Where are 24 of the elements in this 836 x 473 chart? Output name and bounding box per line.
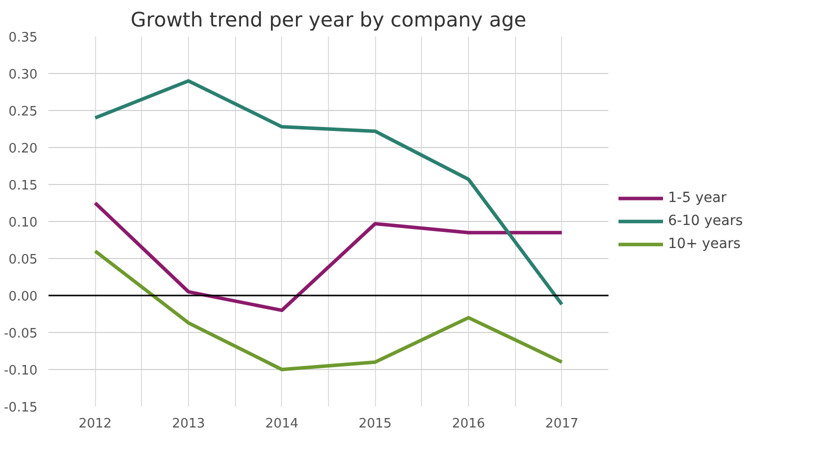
legend-label: 1-5 year — [668, 190, 727, 206]
y-tick-label: 0.15 — [8, 178, 38, 194]
y-tick-label: 0.35 — [8, 30, 38, 46]
line-series — [93, 201, 564, 312]
x-tick-label: 2013 — [172, 416, 206, 432]
y-tick-label: 0.30 — [8, 68, 38, 82]
x-tick-label: 2015 — [358, 416, 392, 432]
x-tick-label: 2014 — [265, 416, 298, 432]
legend-label: 6-10 years — [668, 213, 743, 229]
x-tick-label: 2017 — [545, 416, 578, 432]
y-tick-label: 0.10 — [8, 216, 38, 230]
y-tick-label: 0.00 — [8, 290, 38, 304]
y-tick-label: -0.10 — [4, 364, 38, 378]
y-tick-label: -0.05 — [4, 326, 38, 342]
chart-title: Growth trend per year by company age — [130, 8, 526, 32]
x-tick-label: 2012 — [78, 416, 112, 432]
y-tick-label: 0.20 — [8, 142, 38, 156]
line-series — [93, 249, 564, 372]
legend-label: 10+ years — [668, 236, 741, 252]
y-tick-label: -0.15 — [4, 400, 38, 416]
line-series — [93, 79, 564, 306]
y-tick-label: 0.05 — [8, 252, 38, 268]
y-tick-label: 0.25 — [8, 104, 38, 120]
x-tick-label: 2016 — [452, 416, 486, 432]
